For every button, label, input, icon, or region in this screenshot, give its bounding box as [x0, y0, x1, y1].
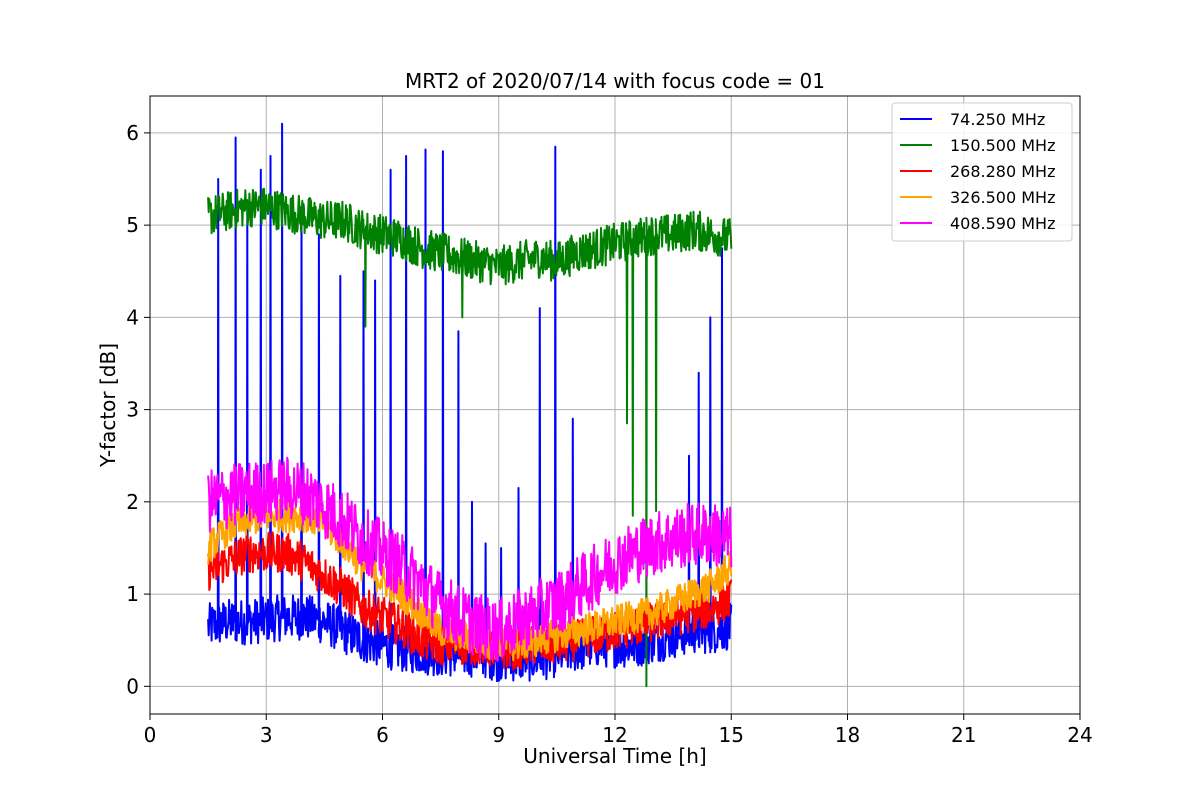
x-tick-label: 9: [492, 723, 505, 747]
legend-label: 408.590 MHz: [950, 214, 1055, 233]
series-layer: [207, 122, 733, 688]
series-line: [207, 187, 733, 688]
legend-label: 74.250 MHz: [950, 110, 1045, 129]
x-tick-label: 12: [602, 723, 627, 747]
legend-label: 150.500 MHz: [950, 136, 1055, 155]
x-tick-label: 15: [719, 723, 744, 747]
y-tick-label: 4: [126, 305, 139, 329]
x-tick-label: 6: [376, 723, 389, 747]
legend: 74.250 MHz 150.500 MHz 268.280 MHz 326.500 …: [891, 102, 1073, 242]
y-tick-label: 6: [126, 121, 139, 145]
x-tick-label: 21: [951, 723, 976, 747]
y-tick-label: 5: [126, 213, 139, 237]
legend-label: 268.280 MHz: [950, 162, 1055, 181]
chart-title: MRT2 of 2020/07/14 with focus code = 01: [405, 69, 825, 93]
y-tick-label: 1: [126, 582, 139, 606]
x-tick-label: 18: [835, 723, 860, 747]
x-axis-title: Universal Time [h]: [523, 744, 706, 768]
series-line: [207, 456, 733, 663]
x-tick-label: 3: [260, 723, 273, 747]
x-tick-label: 0: [144, 723, 157, 747]
y-axis-title: Y-factor [dB]: [96, 343, 120, 468]
y-tick-label: 2: [126, 490, 139, 514]
x-tick-label: 24: [1067, 723, 1092, 747]
y-tick-label: 0: [126, 674, 139, 698]
y-tick-label: 3: [126, 398, 139, 422]
legend-label: 326.500 MHz: [950, 188, 1055, 207]
legend-box: [891, 102, 1073, 242]
